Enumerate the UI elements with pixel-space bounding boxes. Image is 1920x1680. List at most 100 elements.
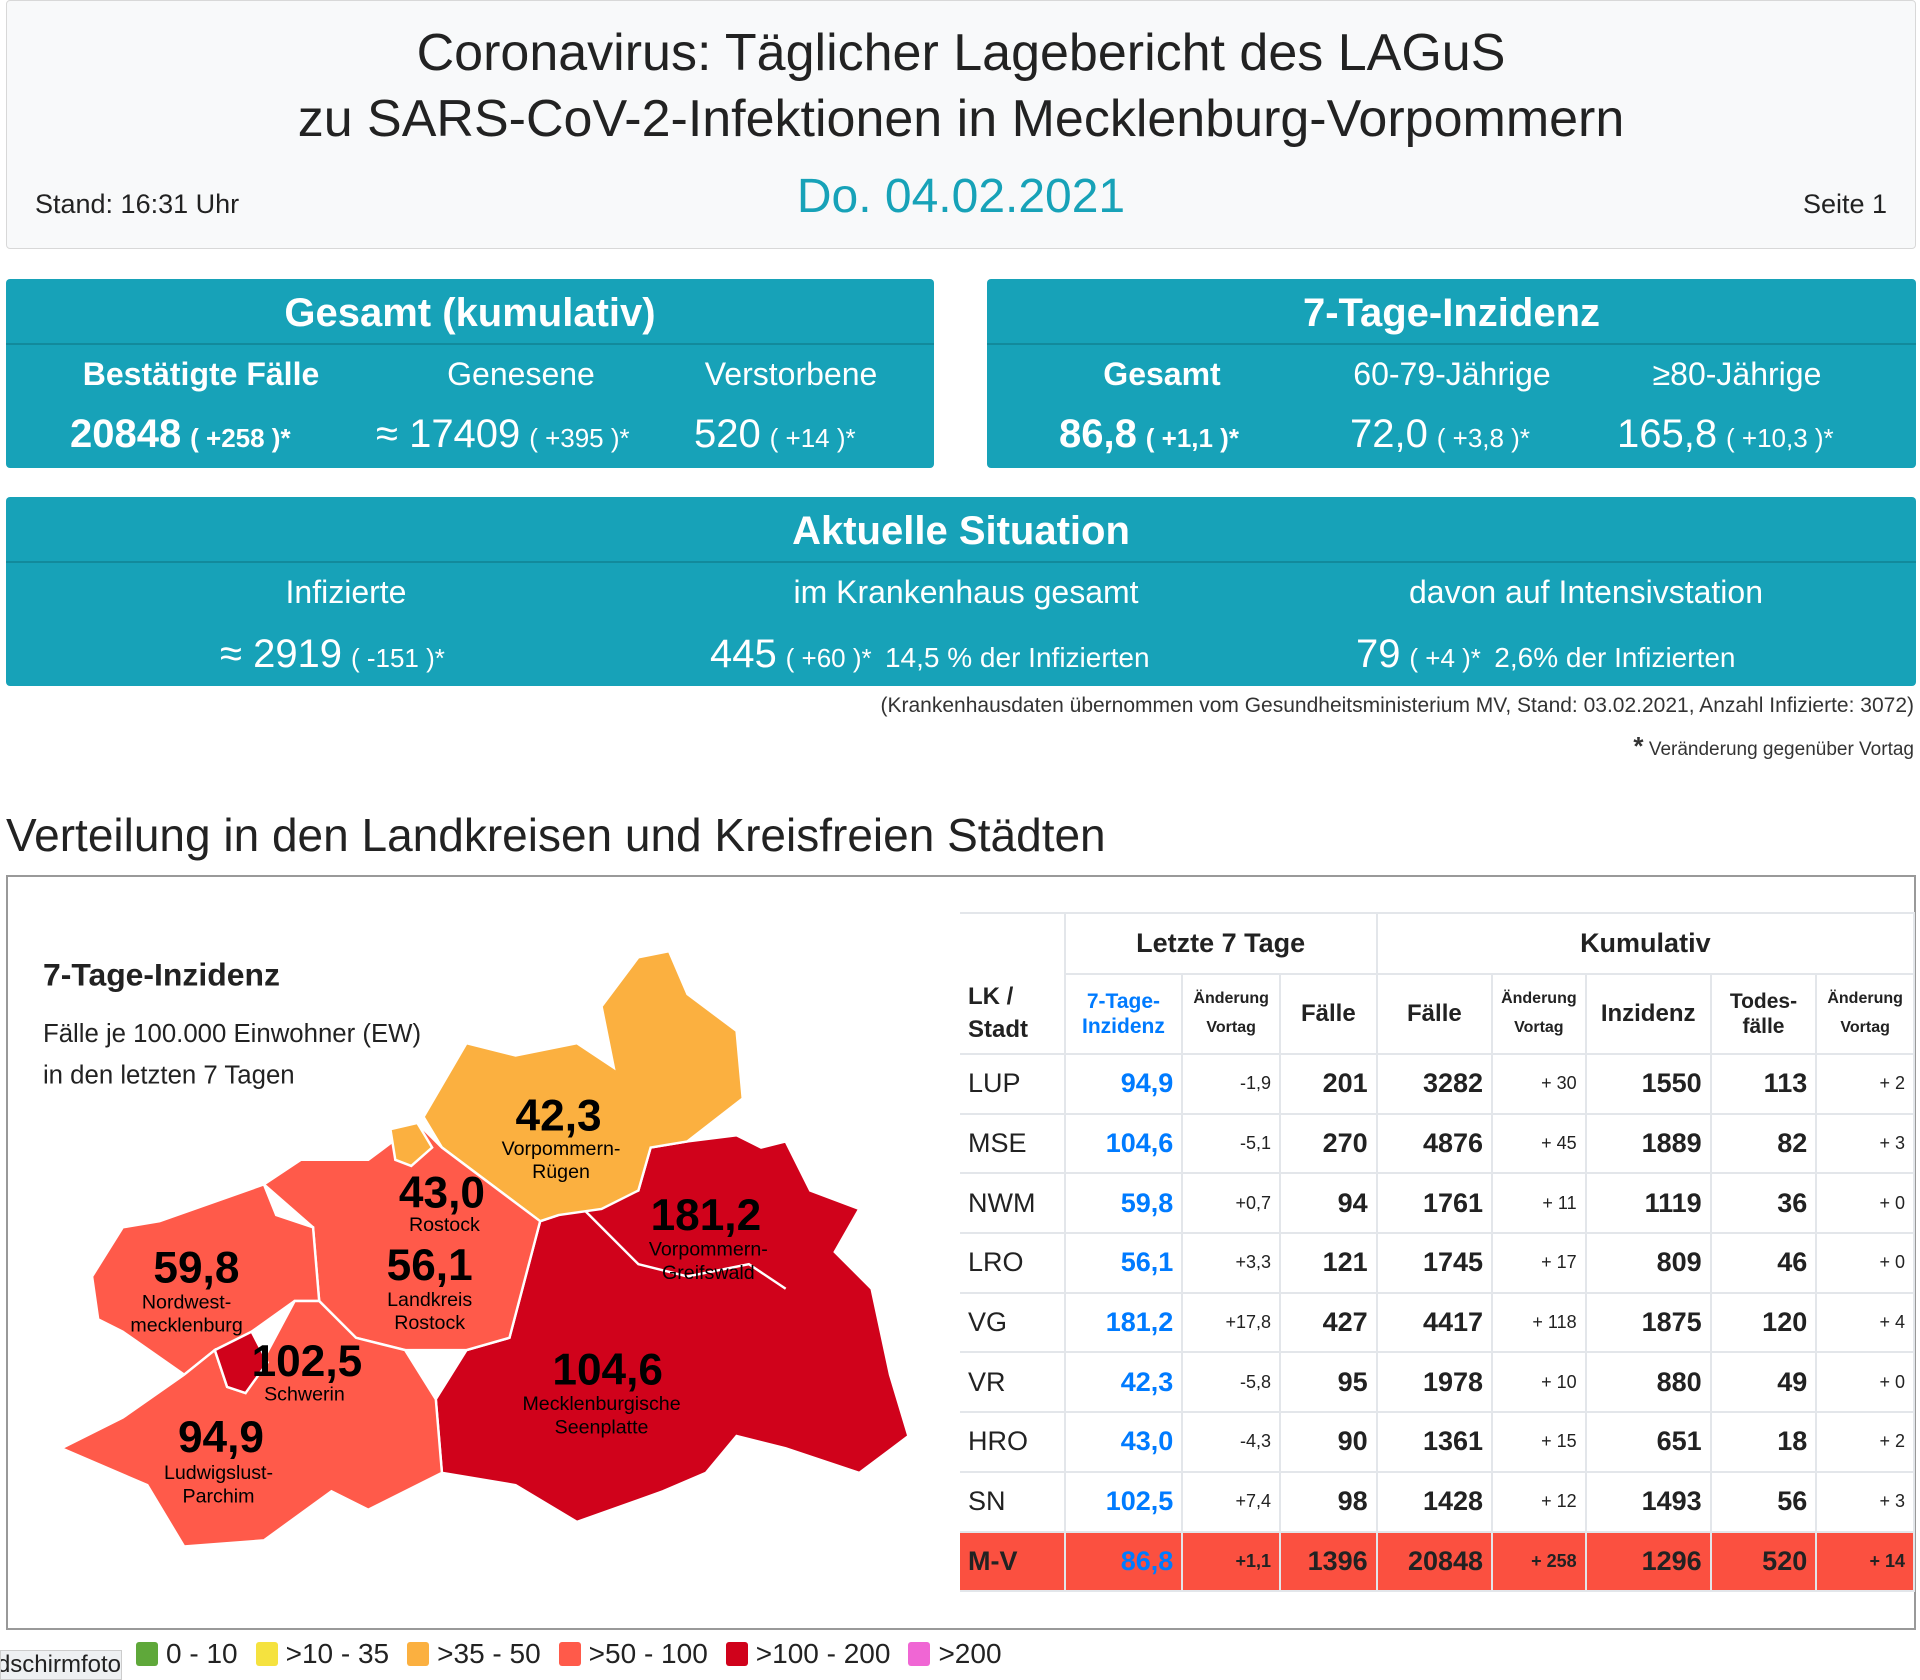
map-label-nwm-2: mecklenburg [130, 1315, 242, 1337]
group-last7: Letzte 7 Tage [1063, 912, 1378, 975]
cell-incidence-total: 651 [1584, 1411, 1712, 1473]
cell-deaths-change: + 0 [1815, 1232, 1915, 1294]
map-label-lro: Landkreis [387, 1289, 472, 1311]
map-subtitle-2: in den letzten 7 Tagen [43, 1062, 295, 1090]
col-7t-inz-2: Inzidenz [1082, 1015, 1165, 1038]
incidence-total-label: Gesamt [1103, 356, 1221, 392]
cell-incidence-7d: 102,5 [1063, 1470, 1184, 1533]
inzidenz-title: 7-Tage-Inzidenz [1302, 291, 1601, 335]
icu-value: 79 [1356, 632, 1401, 676]
cell-incidence-7d: 181,2 [1063, 1291, 1184, 1354]
map-label-vg: Vorpommern- [649, 1239, 768, 1261]
col-stadt: Stadt [968, 1015, 1028, 1043]
legend-label: 0 - 10 [166, 1638, 238, 1669]
aktuell-title: Aktuelle Situation [792, 509, 1130, 553]
cell-deaths: 113 [1709, 1053, 1818, 1115]
title-line1: Coronavirus: Täglicher Lagebericht des L… [416, 24, 1506, 82]
map-value-nwm: 59,8 [153, 1244, 239, 1293]
incidence-map: 7-Tage-Inzidenz Fälle je 100.000 Einwohn… [43, 949, 910, 1548]
legend-item: >200 [908, 1638, 1002, 1670]
map-label-lup: Ludwigslust- [164, 1462, 273, 1484]
table-row: VR 42,3 -5,8 95 1978 + 10 880 49 + 0 [960, 1351, 1915, 1414]
legend-label: >10 - 35 [285, 1638, 390, 1669]
group-cumulative: Kumulativ [1375, 912, 1916, 975]
cell-cases-total: 1745 [1375, 1232, 1494, 1294]
map-label-nwm: Nordwest- [142, 1291, 231, 1313]
cell-deaths-change: + 14 [1815, 1530, 1915, 1593]
cell-deaths-change: + 0 [1815, 1172, 1915, 1235]
cell-deaths-change: + 0 [1815, 1351, 1915, 1414]
legend-item: >35 - 50 [407, 1638, 541, 1670]
region-sn[interactable] [213, 1330, 270, 1395]
cell-cases-total: 4876 [1375, 1112, 1494, 1175]
icu-change: ( +4 )* [1409, 643, 1481, 673]
cell-incidence-change: -5,8 [1181, 1351, 1282, 1414]
cell-cases-total: 1978 [1375, 1351, 1494, 1414]
cell-deaths: 49 [1709, 1351, 1818, 1414]
incidence-80-label: ≥80-Jährige [1652, 356, 1822, 392]
col-incidence: Inzidenz [1584, 973, 1712, 1055]
region-lup[interactable] [58, 1299, 444, 1548]
cell-incidence-change: +17,8 [1181, 1291, 1282, 1354]
cell-district: LRO [960, 1232, 1066, 1294]
table-row: VG 181,2 +17,8 427 4417 + 118 1875 120 + 4 [960, 1291, 1915, 1354]
cell-deaths-change: + 2 [1815, 1411, 1915, 1473]
col-deaths-change: Änderung [1827, 990, 1903, 1008]
col-change: Änderung [1193, 990, 1269, 1008]
table-row: NWM 59,8 +0,7 94 1761 + 11 1119 36 + 0 [960, 1172, 1915, 1235]
legend-item: >100 - 200 [725, 1638, 891, 1670]
map-value-sn: 102,5 [252, 1337, 363, 1386]
col-cases-change-2: Vortag [1514, 1019, 1564, 1036]
map-label-vr: Vorpommern- [502, 1138, 621, 1160]
map-legend: 0 - 10 >10 - 35 >35 - 50 >50 - 100 >100 - 20… [136, 1638, 1020, 1671]
region-vr[interactable] [422, 949, 744, 1223]
cell-incidence-total: 1875 [1584, 1291, 1712, 1354]
legend-item: >50 - 100 [558, 1638, 708, 1670]
col-deaths-change-2: Vortag [1840, 1019, 1890, 1036]
legend-swatch [255, 1642, 278, 1666]
cell-cases-change: + 45 [1491, 1112, 1587, 1175]
hospital-data-note: (Krankenhausdaten übernommen vom Gesundh… [880, 694, 1915, 717]
cell-cases-7d: 94 [1279, 1172, 1378, 1235]
cell-incidence-change: +1,1 [1181, 1530, 1282, 1593]
cell-cases-change: + 12 [1491, 1470, 1587, 1533]
cell-deaths: 56 [1709, 1470, 1818, 1533]
cell-cases-change: + 30 [1491, 1053, 1587, 1115]
infected-label: Infizierte [285, 574, 407, 610]
cell-cases-change: + 118 [1491, 1291, 1587, 1354]
region-hro[interactable] [388, 1121, 434, 1168]
map-value-lup: 94,9 [178, 1413, 264, 1462]
cell-cases-7d: 427 [1279, 1291, 1378, 1354]
legend-label: >100 - 200 [755, 1638, 891, 1669]
cell-deaths-change: + 2 [1815, 1053, 1915, 1115]
cell-deaths-change: + 3 [1815, 1470, 1915, 1533]
incidence-total-value: 86,8 [1059, 412, 1137, 456]
cell-district: SN [960, 1470, 1066, 1533]
cell-deaths: 120 [1709, 1291, 1818, 1354]
cell-incidence-total: 809 [1584, 1232, 1712, 1294]
border-vg-mse [582, 1208, 787, 1290]
cell-incidence-7d: 86,8 [1063, 1530, 1184, 1593]
confirmed-value: 20848 [70, 412, 182, 456]
cell-cases-7d: 270 [1279, 1112, 1378, 1175]
map-label-sn: Schwerin [264, 1383, 345, 1405]
cell-incidence-total: 1550 [1584, 1053, 1712, 1115]
legend-item: 0 - 10 [136, 1638, 238, 1670]
map-label-vr-2: Rügen [532, 1161, 590, 1183]
hospital-change: ( +60 )* [785, 643, 872, 673]
table-row: M-V 86,8 +1,1 1396 20848 + 258 1296 520 + 14 [960, 1530, 1915, 1593]
cell-cases-total: 1761 [1375, 1172, 1494, 1235]
blank-header [960, 912, 1066, 974]
incidence-total-change: ( +1,1 )* [1145, 423, 1239, 453]
legend-swatch [558, 1642, 581, 1666]
col-change-2: Vortag [1206, 1019, 1256, 1036]
cell-incidence-change: +7,4 [1181, 1470, 1282, 1533]
col-cases-total: Fälle [1375, 973, 1494, 1055]
cell-incidence-total: 1296 [1584, 1530, 1712, 1593]
col-7t-inz: 7-Tage- [1086, 989, 1160, 1013]
region-vg-mse[interactable] [434, 1133, 910, 1524]
map-label-lup-2: Parchim [183, 1485, 255, 1507]
cell-cases-change: + 15 [1491, 1411, 1587, 1473]
incidence-80-value: 165,8 [1617, 412, 1718, 456]
legend-swatch [725, 1642, 748, 1666]
